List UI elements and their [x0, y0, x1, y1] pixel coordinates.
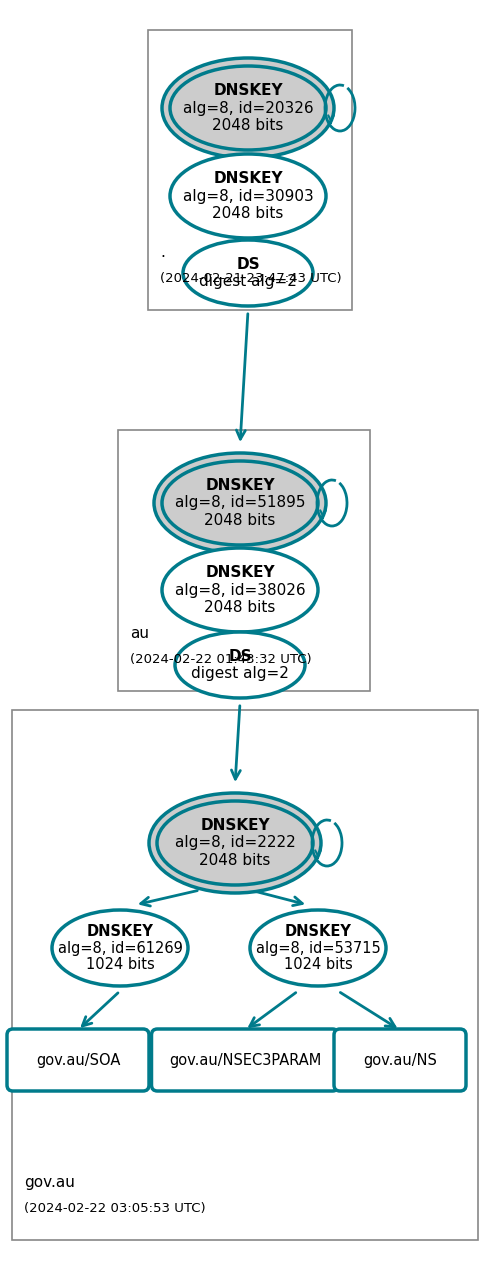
Text: DNSKEY: DNSKEY	[200, 818, 270, 833]
Text: DNSKEY: DNSKEY	[87, 924, 153, 939]
Text: gov.au/NS: gov.au/NS	[363, 1053, 437, 1067]
Bar	[12, 711, 478, 1240]
Text: (2024-02-22 01:43:32 UTC): (2024-02-22 01:43:32 UTC)	[130, 653, 311, 666]
Ellipse shape	[175, 633, 305, 698]
Text: DNSKEY: DNSKEY	[285, 924, 352, 939]
Ellipse shape	[162, 461, 318, 544]
Text: gov.au/SOA: gov.au/SOA	[36, 1053, 120, 1067]
Ellipse shape	[162, 548, 318, 633]
Text: alg=8, id=53715: alg=8, id=53715	[255, 941, 380, 956]
Ellipse shape	[154, 452, 326, 553]
Text: DNSKEY: DNSKEY	[205, 565, 275, 580]
Text: alg=8, id=2222: alg=8, id=2222	[175, 836, 296, 850]
Text: digest alg=2: digest alg=2	[191, 666, 289, 681]
Text: .: .	[160, 245, 165, 259]
Text: 2048 bits: 2048 bits	[212, 118, 284, 133]
Text: (2024-02-22 03:05:53 UTC): (2024-02-22 03:05:53 UTC)	[24, 1203, 206, 1215]
Bar	[148, 29, 352, 311]
Ellipse shape	[183, 240, 313, 305]
Ellipse shape	[157, 801, 313, 884]
Text: gov.au: gov.au	[24, 1174, 75, 1190]
Ellipse shape	[250, 910, 386, 987]
FancyBboxPatch shape	[334, 1029, 466, 1091]
Text: 1024 bits: 1024 bits	[86, 957, 154, 971]
FancyBboxPatch shape	[7, 1029, 149, 1091]
Ellipse shape	[149, 794, 321, 893]
Ellipse shape	[52, 910, 188, 987]
Ellipse shape	[170, 66, 326, 150]
Text: alg=8, id=38026: alg=8, id=38026	[175, 583, 306, 598]
Text: 2048 bits: 2048 bits	[204, 599, 276, 615]
Text: 1024 bits: 1024 bits	[284, 957, 352, 971]
Text: digest alg=2: digest alg=2	[199, 273, 297, 289]
Ellipse shape	[170, 155, 326, 238]
FancyBboxPatch shape	[151, 1029, 338, 1091]
Text: au: au	[130, 626, 149, 642]
Bar	[118, 429, 370, 691]
Text: 2048 bits: 2048 bits	[212, 206, 284, 221]
Text: (2024-02-21 23:47:43 UTC): (2024-02-21 23:47:43 UTC)	[160, 272, 342, 285]
Text: DS: DS	[236, 257, 260, 272]
Text: alg=8, id=30903: alg=8, id=30903	[183, 188, 313, 203]
Text: DNSKEY: DNSKEY	[213, 83, 283, 98]
Text: DS: DS	[228, 649, 252, 665]
Text: 2048 bits: 2048 bits	[199, 852, 271, 868]
Text: DNSKEY: DNSKEY	[205, 478, 275, 493]
Ellipse shape	[162, 58, 334, 158]
Text: gov.au/NSEC3PARAM: gov.au/NSEC3PARAM	[169, 1053, 321, 1067]
Text: alg=8, id=20326: alg=8, id=20326	[183, 101, 313, 115]
Text: alg=8, id=51895: alg=8, id=51895	[175, 496, 305, 510]
Text: alg=8, id=61269: alg=8, id=61269	[58, 941, 183, 956]
Text: DNSKEY: DNSKEY	[213, 171, 283, 187]
Text: 2048 bits: 2048 bits	[204, 512, 276, 528]
